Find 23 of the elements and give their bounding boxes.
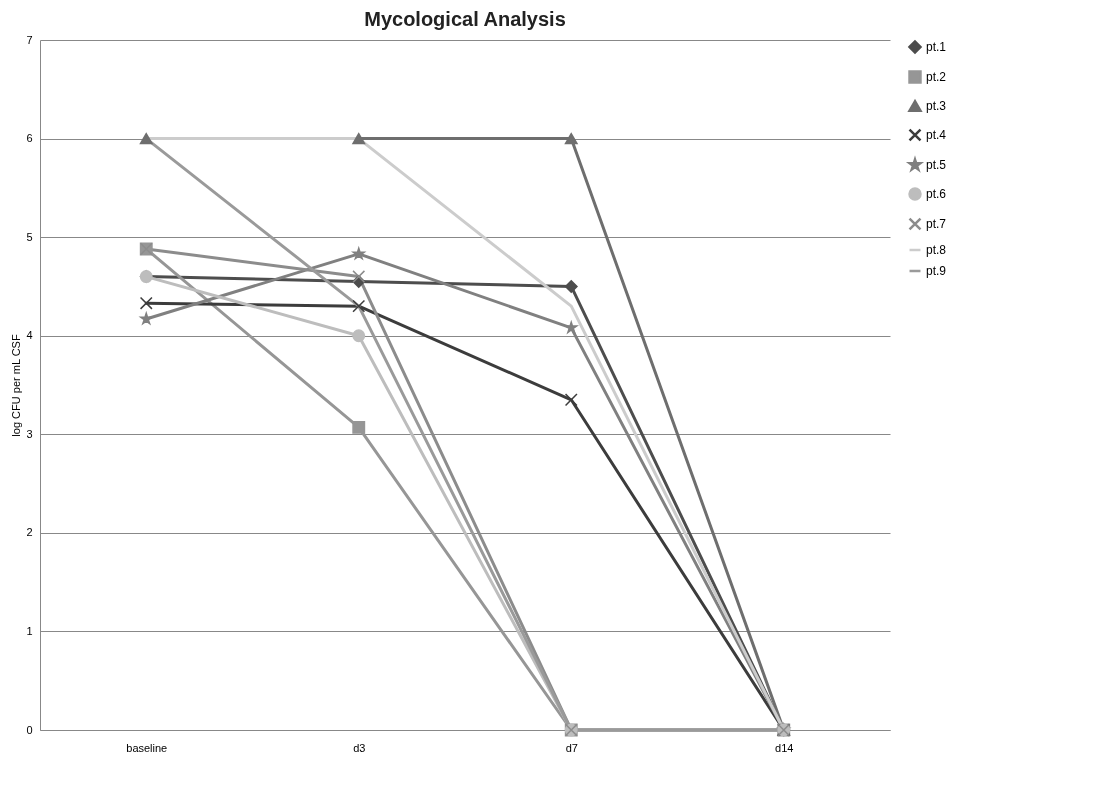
legend-label: pt.4 bbox=[926, 128, 947, 142]
y-tick-label: 2 bbox=[26, 526, 33, 539]
y-tick-label: 1 bbox=[26, 624, 33, 637]
legend-label: pt.3 bbox=[926, 99, 947, 113]
x-tick-label: baseline bbox=[126, 741, 168, 754]
legend-label: pt.7 bbox=[926, 217, 947, 231]
legend-label: pt.9 bbox=[926, 264, 947, 278]
legend-label: pt.5 bbox=[926, 158, 947, 172]
x-tick-label: d7 bbox=[565, 741, 578, 754]
legend-label: pt.8 bbox=[926, 243, 947, 257]
y-tick-label: 3 bbox=[26, 427, 33, 440]
x-tick-label: d3 bbox=[353, 741, 366, 754]
y-tick-label: 7 bbox=[26, 33, 33, 46]
y-axis-title: log CFU per mL CSF bbox=[10, 334, 23, 437]
legend-label: pt.6 bbox=[926, 187, 947, 201]
y-tick-label: 6 bbox=[26, 132, 33, 145]
y-tick-label: 5 bbox=[26, 230, 33, 243]
legend-label: pt.1 bbox=[926, 40, 947, 54]
chart-title: Mycological Analysis bbox=[364, 8, 566, 30]
y-tick-label: 0 bbox=[26, 723, 33, 736]
legend-label: pt.2 bbox=[926, 70, 947, 84]
x-tick-label: d14 bbox=[775, 741, 794, 754]
y-tick-label: 4 bbox=[26, 329, 33, 342]
